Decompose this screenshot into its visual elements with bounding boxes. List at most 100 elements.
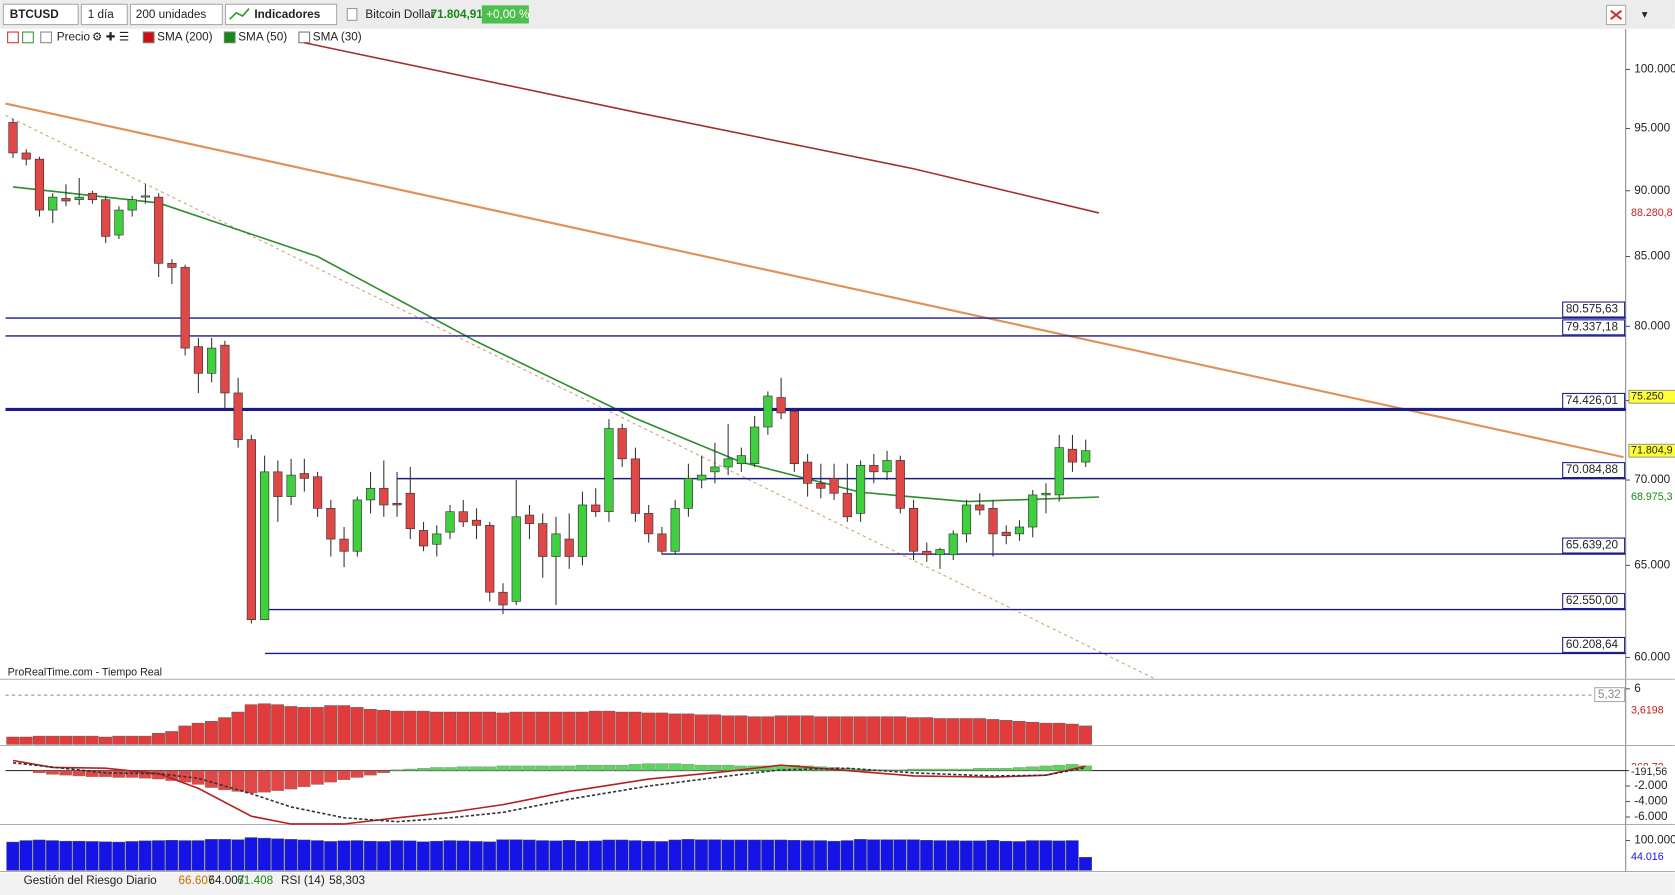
- bar: [257, 703, 271, 745]
- bar: [999, 720, 1013, 745]
- candle-body: [577, 504, 588, 557]
- bar: [244, 704, 258, 745]
- histogram-bar: [443, 767, 457, 771]
- bar: [377, 709, 391, 745]
- bar: [496, 712, 510, 745]
- bar: [999, 840, 1013, 871]
- bar: [893, 839, 907, 871]
- price-checkbox[interactable]: [40, 31, 52, 44]
- reference-label: 5,32: [1598, 688, 1621, 701]
- symbol-select[interactable]: [2, 3, 79, 26]
- settings-icon[interactable]: ⚙ ✚ ☰: [92, 30, 129, 43]
- price-tag: [1628, 765, 1675, 779]
- bar: [853, 716, 867, 745]
- bar: [32, 839, 46, 871]
- indicators-button[interactable]: [224, 3, 338, 26]
- histogram-bar: [959, 768, 973, 771]
- bar: [933, 840, 947, 871]
- candle-body: [789, 411, 799, 465]
- histogram-bar: [85, 770, 99, 777]
- bar: [416, 841, 430, 871]
- candle-body: [988, 508, 998, 535]
- minimize-button[interactable]: ▾: [1642, 8, 1648, 21]
- bar: [906, 839, 920, 871]
- bar: [191, 722, 205, 745]
- candle-body: [961, 504, 972, 535]
- histogram-bar: [311, 770, 324, 785]
- bar: [310, 840, 324, 871]
- bar: [363, 840, 377, 871]
- candle-body: [326, 508, 336, 540]
- candle-body: [683, 478, 693, 509]
- histogram-bar: [933, 768, 947, 771]
- bar: [549, 711, 563, 745]
- bar: [191, 840, 205, 871]
- price-tag: [1628, 206, 1675, 220]
- histogram-bar: [403, 768, 417, 771]
- bar: [271, 704, 285, 745]
- units: 200 unidades: [136, 8, 207, 21]
- bar: [734, 715, 748, 745]
- histogram-bar: [112, 770, 126, 778]
- price-tag: [1628, 490, 1675, 504]
- units-select[interactable]: [129, 3, 223, 26]
- histogram-bar: [483, 766, 496, 771]
- histogram-bar: [681, 764, 695, 771]
- bar: [85, 735, 99, 745]
- bar: [787, 715, 801, 745]
- bar: [1052, 840, 1066, 871]
- bar: [1012, 721, 1026, 745]
- level-label: 60.208,64: [1566, 638, 1619, 651]
- refresh-icon: [1610, 9, 1623, 21]
- bar: [152, 733, 165, 745]
- candle-body: [551, 533, 561, 557]
- histogram-bar: [218, 770, 232, 791]
- bar: [867, 716, 881, 745]
- level-label: 80.575,63: [1566, 303, 1619, 316]
- bar: [284, 839, 298, 871]
- price-toggle[interactable]: [7, 31, 19, 44]
- bar: [536, 711, 549, 745]
- bar: [284, 706, 298, 745]
- timeframe-select[interactable]: [80, 3, 128, 26]
- histogram-bar: [191, 770, 205, 785]
- bar: [800, 840, 814, 871]
- price-tag: [1628, 704, 1675, 718]
- candle-body: [312, 476, 323, 509]
- price-tag-label: 88.280,8: [1631, 207, 1673, 219]
- candle-body: [723, 458, 733, 468]
- candle-body: [710, 466, 720, 473]
- candle-body: [803, 461, 813, 484]
- bar: [59, 840, 73, 871]
- histogram-bar: [456, 766, 470, 771]
- bar: [920, 840, 933, 871]
- price-options[interactable]: [22, 31, 34, 44]
- bar: [628, 840, 642, 871]
- level-label-box: [1562, 593, 1626, 610]
- histogram-bar: [602, 764, 616, 771]
- bar: [125, 841, 139, 871]
- histogram-bar: [946, 768, 960, 771]
- candle-body: [34, 158, 45, 211]
- histogram-bar: [337, 770, 351, 781]
- histogram-bar: [1026, 766, 1039, 771]
- bar: [880, 716, 894, 745]
- candle-body: [180, 267, 190, 349]
- histogram-bar: [999, 768, 1013, 771]
- legend-swatch: [223, 31, 236, 44]
- bar: [483, 711, 496, 745]
- bar: [946, 840, 960, 871]
- histogram-bar: [920, 768, 933, 771]
- bar: [708, 714, 722, 745]
- candle-body: [21, 152, 31, 160]
- bar: [456, 840, 470, 871]
- bar: [6, 841, 20, 871]
- histogram-bar: [271, 770, 284, 791]
- bar: [840, 716, 854, 745]
- bar: [72, 735, 86, 745]
- y-tick-label: 100.000: [1634, 63, 1675, 76]
- bar: [297, 839, 311, 871]
- candle-body: [48, 196, 58, 211]
- watermark: ProRealTime.com - Tiempo Real: [8, 667, 162, 679]
- candle-body: [882, 460, 892, 473]
